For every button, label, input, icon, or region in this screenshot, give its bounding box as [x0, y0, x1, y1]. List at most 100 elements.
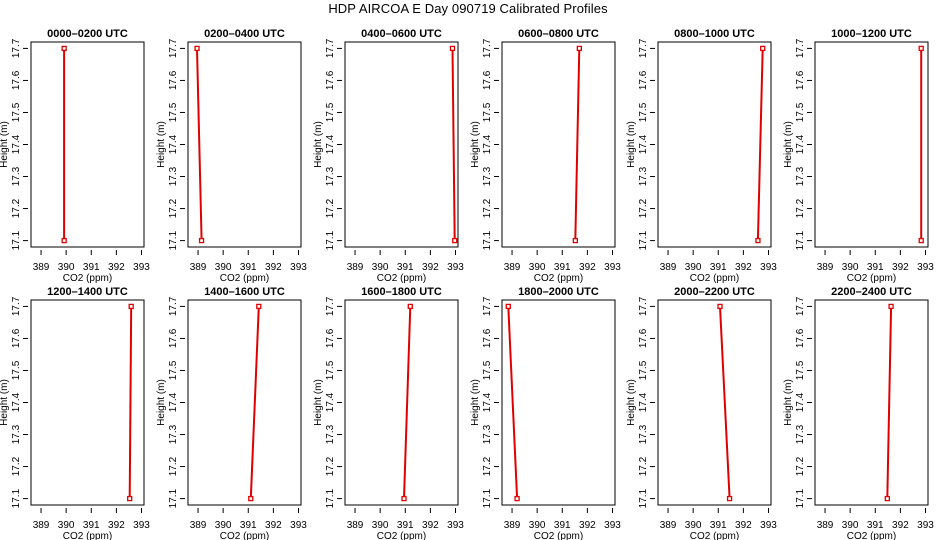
profile-point — [918, 45, 924, 52]
x-tick-label: 389 — [504, 262, 521, 273]
y-tick-label: 17.5 — [325, 360, 336, 380]
y-tick-label: 17.3 — [168, 166, 179, 186]
x-tick-label: 389 — [190, 262, 207, 273]
profile-panel: 2200–2400 UTC 389 390 391 392 393 CO2 (ppm) 17.… — [783, 286, 934, 540]
y-tick-label: 17.6 — [11, 70, 22, 90]
x-axis-label: CO2 (ppm) — [63, 273, 112, 284]
x-tick-label: 390 — [58, 262, 75, 273]
x-tick-label: 389 — [347, 520, 364, 531]
y-tick-label: 17.2 — [638, 198, 649, 218]
x-tick-label: 393 — [447, 262, 464, 273]
y-axis-label: Height (m) — [313, 121, 324, 168]
x-tick-label: 392 — [579, 520, 596, 531]
x-tick-label: 391 — [240, 520, 257, 531]
profile-point — [888, 303, 894, 310]
y-tick-label: 17.6 — [638, 328, 649, 348]
profile-panel: 1000–1200 UTC 389 390 391 392 393 CO2 (ppm) 17.… — [783, 28, 934, 284]
y-tick-label: 17.4 — [795, 392, 806, 412]
y-tick-label: 17.2 — [795, 456, 806, 476]
x-axis-label: CO2 (ppm) — [377, 531, 426, 540]
y-tick-label: 17.3 — [168, 424, 179, 444]
y-tick-label: 17.4 — [482, 392, 493, 412]
y-axis-label: Height (m) — [626, 379, 637, 426]
x-tick-label: 389 — [817, 262, 834, 273]
panel-title: 0400–0600 UTC — [361, 28, 442, 40]
y-tick-label: 17.7 — [11, 296, 22, 316]
x-tick-label: 390 — [842, 262, 859, 273]
y-tick-label: 17.5 — [482, 360, 493, 380]
y-tick-label: 17.1 — [638, 230, 649, 250]
profile-point — [717, 303, 723, 310]
y-tick-label: 17.2 — [795, 198, 806, 218]
x-tick-label: 390 — [685, 520, 702, 531]
x-tick-label: 389 — [660, 262, 677, 273]
y-tick-label: 17.4 — [638, 134, 649, 154]
y-tick-label: 17.4 — [11, 392, 22, 412]
y-tick-label: 17.3 — [795, 166, 806, 186]
profile-point — [726, 495, 733, 502]
profile-point — [760, 45, 766, 52]
x-tick-label: 392 — [892, 520, 909, 531]
figure-title: HDP AIRCOA E Day 090719 Calibrated Profi… — [328, 1, 608, 16]
panel-title: 2000–2200 UTC — [674, 286, 755, 298]
profile-line — [507, 306, 519, 499]
profile-point — [452, 237, 458, 244]
y-tick-label: 17.4 — [325, 392, 336, 412]
y-tick-label: 17.7 — [795, 296, 806, 316]
profile-panel: 1800–2000 UTC 389 390 391 392 393 CO2 (ppm) 17.… — [470, 286, 621, 540]
profile-panel: 1400–1600 UTC 389 390 391 392 393 CO2 (ppm) 17.… — [156, 286, 307, 540]
y-tick-label: 17.6 — [482, 328, 493, 348]
x-tick-label: 393 — [917, 262, 934, 273]
x-tick-label: 389 — [347, 262, 364, 273]
y-axis-label: Height (m) — [783, 121, 794, 168]
profile-line — [719, 306, 731, 499]
y-tick-label: 17.4 — [168, 134, 179, 154]
x-tick-label: 392 — [892, 262, 909, 273]
x-tick-label: 390 — [215, 520, 232, 531]
profile-point — [256, 303, 262, 310]
x-tick-label: 393 — [604, 262, 621, 273]
y-tick-label: 17.7 — [168, 296, 179, 316]
profile-point — [918, 237, 924, 244]
profile-point — [755, 237, 761, 244]
x-tick-label: 392 — [108, 262, 125, 273]
y-tick-label: 17.1 — [482, 488, 493, 508]
x-tick-label: 390 — [842, 520, 859, 531]
panel-title: 1000–1200 UTC — [831, 28, 912, 40]
y-tick-label: 17.7 — [795, 38, 806, 58]
y-tick-label: 17.6 — [325, 328, 336, 348]
x-axis-label: CO2 (ppm) — [63, 531, 112, 540]
plot-frame — [814, 41, 929, 248]
x-axis-label: CO2 (ppm) — [534, 531, 583, 540]
plot-frame — [657, 299, 772, 506]
panel-title: 2200–2400 UTC — [831, 286, 912, 298]
y-tick-label: 17.7 — [638, 296, 649, 316]
x-tick-label: 389 — [504, 520, 521, 531]
profile-line — [196, 48, 203, 241]
x-tick-label: 390 — [215, 262, 232, 273]
y-tick-label: 17.2 — [168, 456, 179, 476]
y-axis-label: Height (m) — [156, 121, 167, 168]
profile-panel: 0600–0800 UTC 389 390 391 392 393 CO2 (ppm) 17.… — [470, 28, 621, 284]
profile-panel: 0800–1000 UTC 389 390 391 392 393 CO2 (ppm) 17.… — [626, 28, 777, 284]
panel-title: 1400–1600 UTC — [204, 286, 285, 298]
y-tick-label: 17.1 — [168, 230, 179, 250]
plot-frame — [657, 41, 772, 248]
plot-frame — [344, 41, 459, 248]
x-tick-label: 391 — [867, 520, 884, 531]
x-tick-label: 393 — [604, 520, 621, 531]
panel-title: 1200–1400 UTC — [47, 286, 128, 298]
panel-title: 0000–0200 UTC — [47, 28, 128, 40]
y-tick-label: 17.4 — [168, 392, 179, 412]
profile-point — [572, 237, 578, 244]
x-tick-label: 389 — [33, 520, 50, 531]
y-tick-label: 17.1 — [11, 488, 22, 508]
y-axis-label: Height (m) — [783, 379, 794, 426]
x-tick-label: 389 — [660, 520, 677, 531]
x-tick-label: 389 — [33, 262, 50, 273]
y-tick-label: 17.7 — [168, 38, 179, 58]
x-axis-label: CO2 (ppm) — [220, 531, 269, 540]
y-tick-label: 17.5 — [482, 102, 493, 122]
